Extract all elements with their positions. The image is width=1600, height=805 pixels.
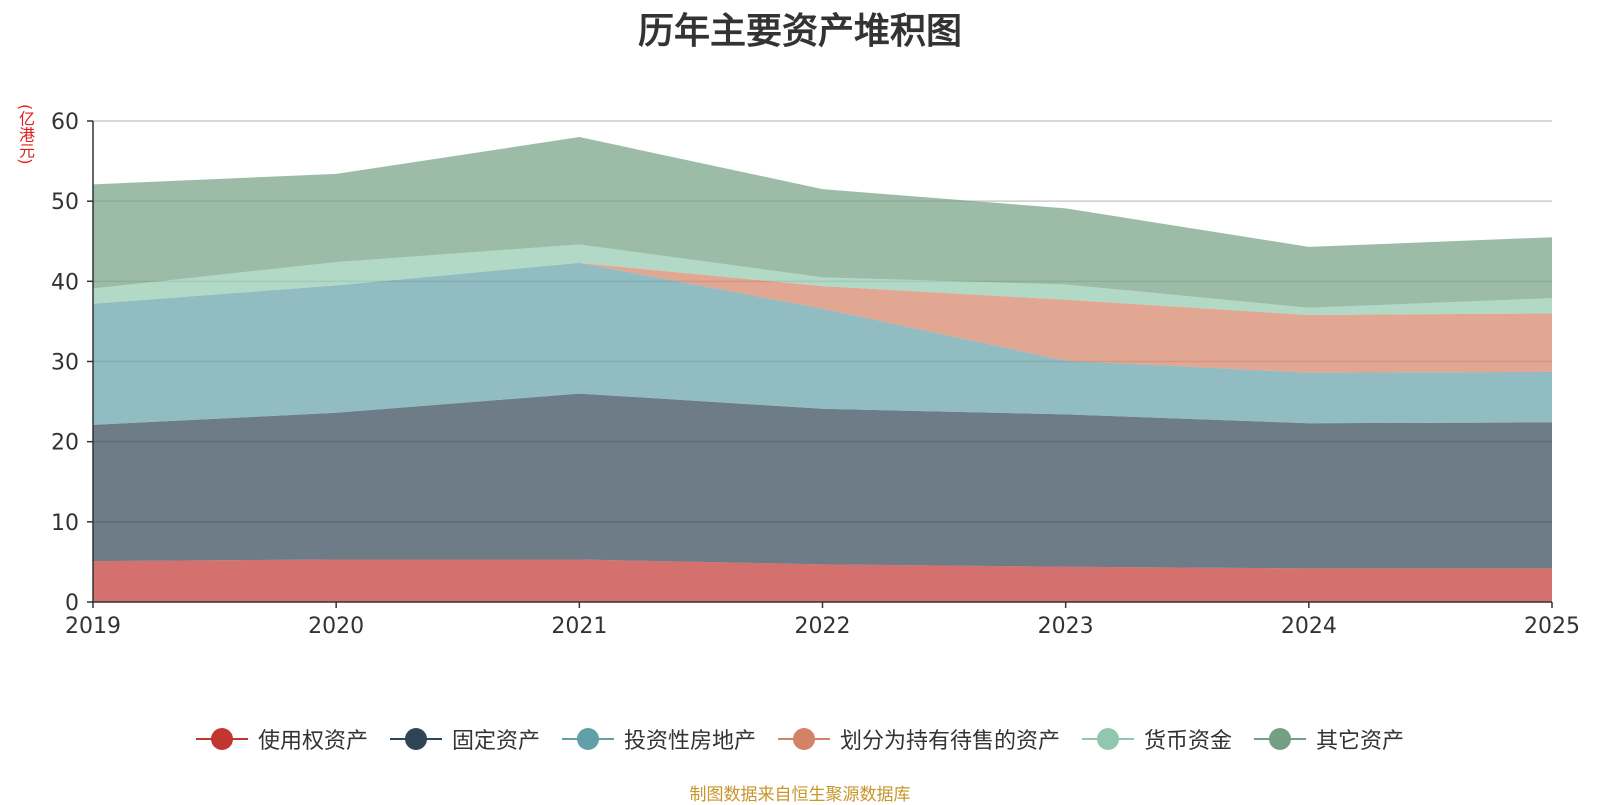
stacked-areas: [93, 137, 1552, 602]
legend-item[interactable]: 投资性房地产: [561, 723, 756, 755]
legend-item[interactable]: 货币资金: [1082, 723, 1232, 755]
legend-item[interactable]: 其它资产: [1254, 723, 1404, 755]
area-series-2: [93, 262, 1552, 425]
area-series-3: [93, 262, 1552, 373]
x-tick-label: 2021: [551, 614, 607, 639]
legend-label: 货币资金: [1144, 729, 1233, 754]
x-tick-label: 2022: [795, 614, 851, 639]
legend-label: 其它资产: [1316, 729, 1405, 754]
x-tick-label: 2020: [308, 614, 364, 639]
axes: 0 10 20 30 40 50 60 2019 2020 2021 2022 2023 2024 202…: [51, 110, 1580, 639]
y-axis-unit-label: (亿港元): [16, 104, 35, 165]
legend-marker-icon: [1254, 726, 1307, 752]
legend-item[interactable]: 划分为持有待售的资产: [778, 723, 1060, 755]
chart-title: 历年主要资产堆积图: [637, 11, 962, 52]
legend-marker-icon: [195, 726, 248, 752]
legend-label: 使用权资产: [257, 729, 368, 754]
legend-marker-icon: [1082, 726, 1135, 752]
legend-marker-icon: [778, 726, 830, 752]
x-tick-label: 2023: [1038, 614, 1094, 639]
legend-item[interactable]: 使用权资产: [195, 723, 368, 755]
y-tick-label: 30: [51, 351, 79, 376]
y-tick-label: 20: [51, 431, 79, 456]
y-tick-label: 40: [51, 270, 79, 295]
x-tick-label: 2024: [1281, 614, 1337, 639]
legend-item[interactable]: 固定资产: [389, 723, 540, 755]
legend-label: 划分为持有待售的资产: [840, 729, 1061, 754]
legend-label: 固定资产: [451, 729, 540, 754]
legend-marker-icon: [389, 726, 442, 752]
x-tick-label: 2019: [65, 614, 121, 639]
area-series-0: [93, 559, 1552, 602]
source-note: 制图数据来自恒生聚源数据库: [689, 785, 911, 805]
y-tick-label: 0: [65, 591, 79, 616]
area-series-1: [93, 393, 1552, 569]
area-series-4: [93, 244, 1552, 315]
y-tick-label: 10: [51, 511, 79, 536]
y-tick-label: 50: [51, 190, 79, 215]
y-tick-label: 60: [51, 110, 79, 135]
x-tick-label: 2025: [1524, 614, 1580, 639]
area-series-5: [93, 137, 1552, 308]
legend-marker-icon: [561, 726, 614, 752]
legend: 使用权资产 固定资产 投资性房地产 划分为持有待售的资产 货币资金 其它资产: [0, 722, 1600, 756]
legend-label: 投资性房地产: [623, 729, 756, 754]
